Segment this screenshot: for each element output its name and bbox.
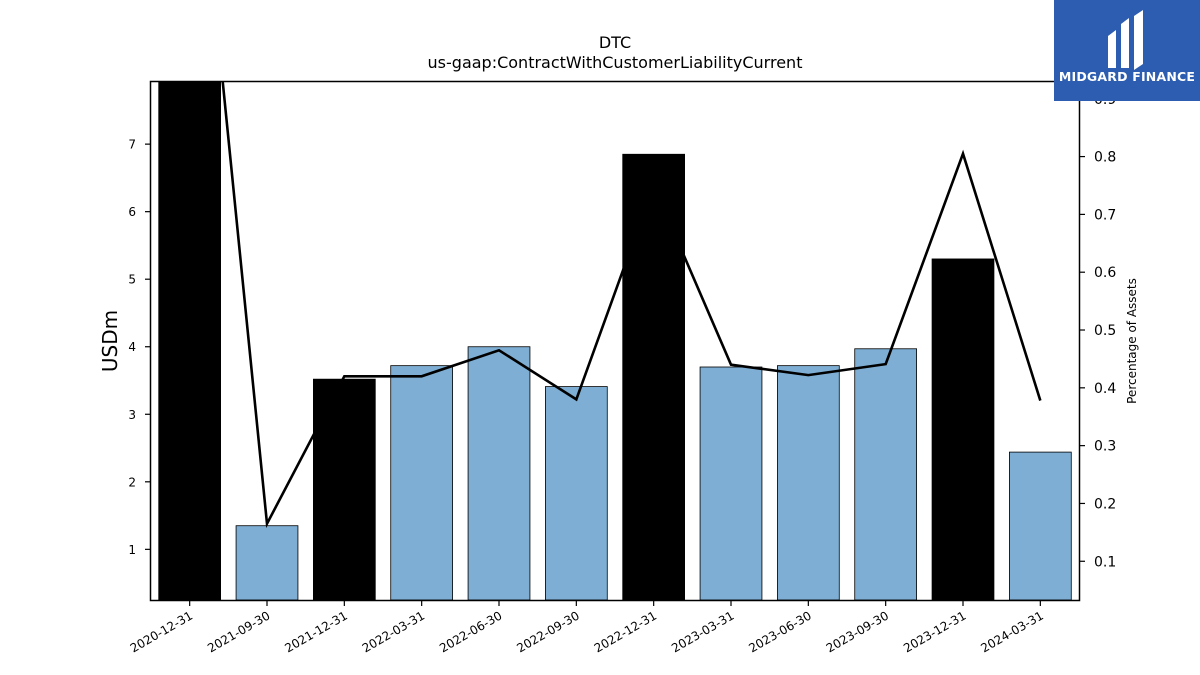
y2-axis-ticks: 0.10.20.30.40.50.60.70.80.9	[1079, 92, 1116, 570]
percentage-line	[221, 82, 1042, 529]
x-tick-label: 2024-03-31	[978, 608, 1045, 655]
bar-2022-06-30	[467, 346, 531, 600]
x-tick-label: 2022-03-31	[360, 608, 427, 655]
bar-2020-12-31	[158, 82, 221, 600]
y-tick-label: 5	[128, 273, 136, 287]
y2-tick-label: 0.7	[1094, 207, 1116, 223]
y-tick-label: 4	[128, 340, 136, 354]
bar-2022-09-30	[545, 386, 608, 600]
x-tick-label: 2022-09-30	[514, 608, 581, 655]
bars	[158, 82, 1072, 600]
x-tick-label: 2021-12-31	[282, 608, 349, 655]
y2-tick-label: 0.3	[1094, 439, 1116, 455]
logo-mark-icon	[1108, 10, 1143, 70]
y-tick-label: 1	[128, 543, 136, 557]
bar-2023-09-30	[854, 348, 917, 600]
y2-axis-label: Percentage of Assets	[1125, 278, 1139, 404]
x-tick-label: 2020-12-31	[128, 608, 195, 655]
y2-tick-label: 0.2	[1094, 496, 1116, 512]
logo: MIDGARD FINANCE	[1054, 0, 1200, 101]
bar-2021-12-31	[312, 378, 376, 600]
bar-2022-03-31	[390, 365, 454, 600]
y-axis-ticks: 1 2 3 4 5 6 7	[128, 138, 151, 557]
x-tick-label: 2023-06-30	[746, 608, 813, 655]
bar-2023-06-30	[777, 365, 840, 600]
x-tick-label: 2021-09-30	[205, 608, 272, 655]
chart-title: DTC	[599, 33, 631, 52]
y-tick-label: 2	[128, 475, 136, 489]
y-tick-label: 6	[128, 205, 136, 219]
x-tick-label: 2023-09-30	[824, 608, 891, 655]
chart-subtitle: us-gaap:ContractWithCustomerLiabilityCur…	[428, 53, 803, 72]
line-series	[221, 82, 1042, 529]
x-tick-label: 2023-12-31	[901, 608, 968, 655]
y2-tick-label: 0.1	[1094, 554, 1116, 570]
bar-2023-03-31	[699, 366, 763, 600]
x-tick-label: 2022-12-31	[592, 608, 659, 655]
logo-text: MIDGARD FINANCE	[1059, 69, 1195, 84]
y-axis-label: USDm	[98, 310, 122, 372]
y2-tick-label: 0.6	[1094, 265, 1116, 281]
plot-frame	[149, 80, 1081, 602]
x-tick-label: 2023-03-31	[669, 608, 736, 655]
y2-tick-label: 0.8	[1094, 150, 1116, 166]
x-tick-label: 2022-06-30	[437, 608, 504, 655]
bar-2022-12-31	[622, 153, 685, 600]
x-axis-ticks: 2020-12-31 2021-09-30 2021-12-31 2022-03-31…	[128, 600, 1046, 655]
y2-tick-label: 0.5	[1094, 323, 1116, 339]
bar-2021-09-30	[235, 525, 299, 600]
y2-tick-label: 0.4	[1094, 381, 1116, 397]
y-tick-label: 3	[128, 408, 136, 422]
bar-2024-03-31	[1009, 451, 1072, 600]
bar-2023-12-31	[931, 258, 995, 600]
y-tick-label: 7	[128, 138, 136, 152]
